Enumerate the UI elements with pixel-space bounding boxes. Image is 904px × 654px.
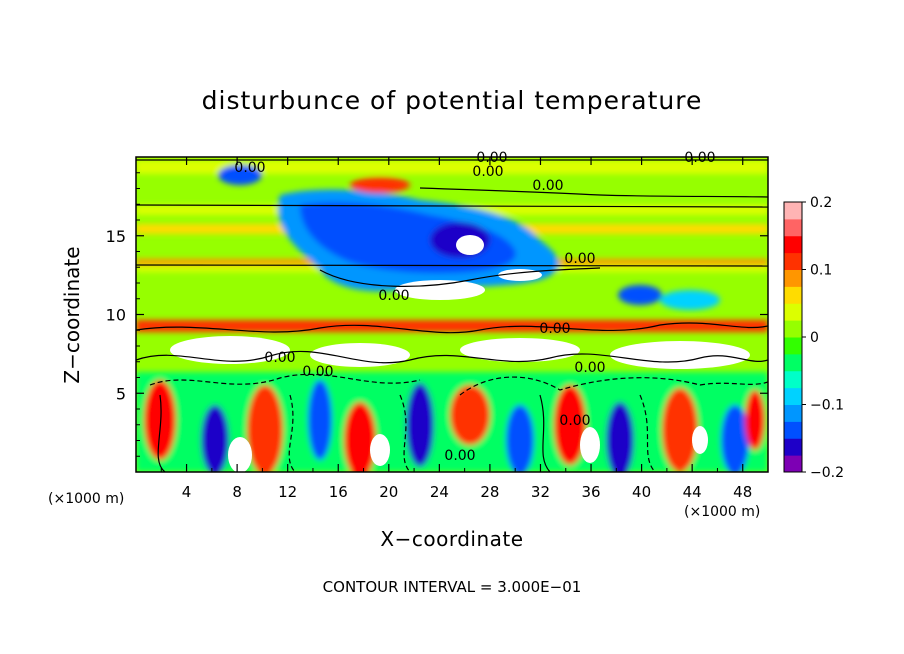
x-tick-label: 12 [278, 483, 297, 501]
y-tick-label: 10 [106, 306, 126, 325]
contour-label: 0.00 [378, 288, 409, 304]
y-axis-label: Z−coordinate [60, 246, 84, 384]
saturated-patch [370, 434, 390, 466]
warm-cell [247, 385, 283, 472]
saturated-patch [395, 280, 485, 300]
colorbar: 0.2 0.1 0 −0.1 −0.2 [783, 195, 844, 481]
cold-region [618, 285, 662, 305]
contour-label: 0.00 [476, 150, 507, 166]
saturated-patch [310, 343, 410, 367]
cold-cell [308, 380, 332, 460]
warm-cell [662, 388, 698, 472]
colorbar-swatch [784, 455, 802, 473]
cold-region [218, 165, 262, 185]
cold-cell [201, 405, 229, 472]
contour-label: 0.00 [302, 364, 333, 380]
saturated-patch [610, 341, 750, 369]
saturated-patch [460, 338, 580, 362]
warm-cell [144, 380, 176, 460]
x-unit-right: (×1000 m) [684, 504, 761, 520]
y-axis: 5 10 15 [106, 172, 768, 457]
colorbar-swatch [784, 286, 802, 304]
contour-label: 0.00 [564, 251, 595, 267]
colorbar-swatch [784, 438, 802, 456]
colorbar-swatch [784, 235, 802, 254]
colorbar-swatch [784, 320, 802, 338]
colorbar-swatch [784, 370, 802, 389]
colorbar-swatch [784, 337, 802, 355]
x-unit-left: (×1000 m) [48, 491, 125, 507]
field-layer [136, 157, 768, 472]
field-band [136, 320, 768, 332]
colorbar-swatch [784, 202, 802, 220]
warm-streak [350, 177, 410, 193]
colorbar-tick-label: −0.1 [810, 398, 844, 414]
warm-cell [344, 402, 376, 472]
colorbar-swatch [784, 269, 802, 287]
contour-label: 0.00 [574, 360, 605, 376]
colorbar-swatch [784, 252, 802, 270]
contour-label: 0.00 [532, 178, 563, 194]
warm-cell [450, 385, 490, 445]
x-tick-label: 24 [430, 483, 449, 501]
colorbar-swatch [784, 353, 802, 372]
warm-cell [554, 385, 586, 465]
contour-label: 0.00 [539, 321, 570, 337]
saturated-patch [580, 427, 600, 463]
cold-cell [506, 405, 534, 472]
chart-title: disturbunce of potential temperature [201, 86, 703, 115]
warm-cell [745, 390, 765, 450]
colorbar-tick-label: 0.1 [810, 263, 832, 279]
colorbar-tick-label: 0.2 [810, 195, 832, 211]
x-tick-label: 20 [379, 483, 398, 501]
x-tick-label: 8 [232, 483, 242, 501]
x-tick-label: 40 [632, 483, 651, 501]
colorbar-swatch [784, 387, 802, 405]
colorbar-swatch [784, 404, 802, 422]
x-tick-label: 44 [683, 483, 702, 501]
cold-cell [721, 405, 749, 472]
x-tick-label: 4 [182, 483, 192, 501]
x-tick-label: 16 [329, 483, 348, 501]
x-tick-label: 48 [733, 483, 752, 501]
x-axis-label: X−coordinate [380, 527, 524, 551]
y-tick-label: 15 [106, 227, 126, 246]
saturated-patch [170, 336, 290, 364]
x-tick-label: 36 [581, 483, 600, 501]
cold-cell [606, 402, 634, 472]
saturated-patch [456, 235, 484, 255]
contour-label: 0.00 [684, 150, 715, 166]
contour-label: 0.00 [234, 160, 265, 176]
saturated-patch [692, 426, 708, 454]
cold-region [660, 290, 720, 310]
x-tick-label: 28 [480, 483, 499, 501]
field-band [136, 160, 768, 174]
colorbar-tick-label: 0 [810, 330, 819, 346]
x-axis: 4 8 12 16 20 24 28 32 36 40 44 48 [160, 157, 752, 501]
contour-label: 0.00 [559, 413, 590, 429]
contour-label: 0.00 [264, 350, 295, 366]
x-tick-label: 32 [531, 483, 550, 501]
cold-cell [406, 383, 434, 467]
contour-interval-note: CONTOUR INTERVAL = 3.000E−01 [322, 578, 582, 596]
contour-label: 0.00 [472, 164, 503, 180]
colorbar-swatch [784, 421, 802, 439]
colorbar-swatch [784, 303, 802, 321]
saturated-patch [228, 437, 252, 472]
colorbar-tick-label: −0.2 [810, 465, 844, 481]
y-tick-label: 5 [116, 384, 126, 403]
colorbar-swatch [784, 218, 802, 237]
contour-label: 0.00 [444, 448, 475, 464]
